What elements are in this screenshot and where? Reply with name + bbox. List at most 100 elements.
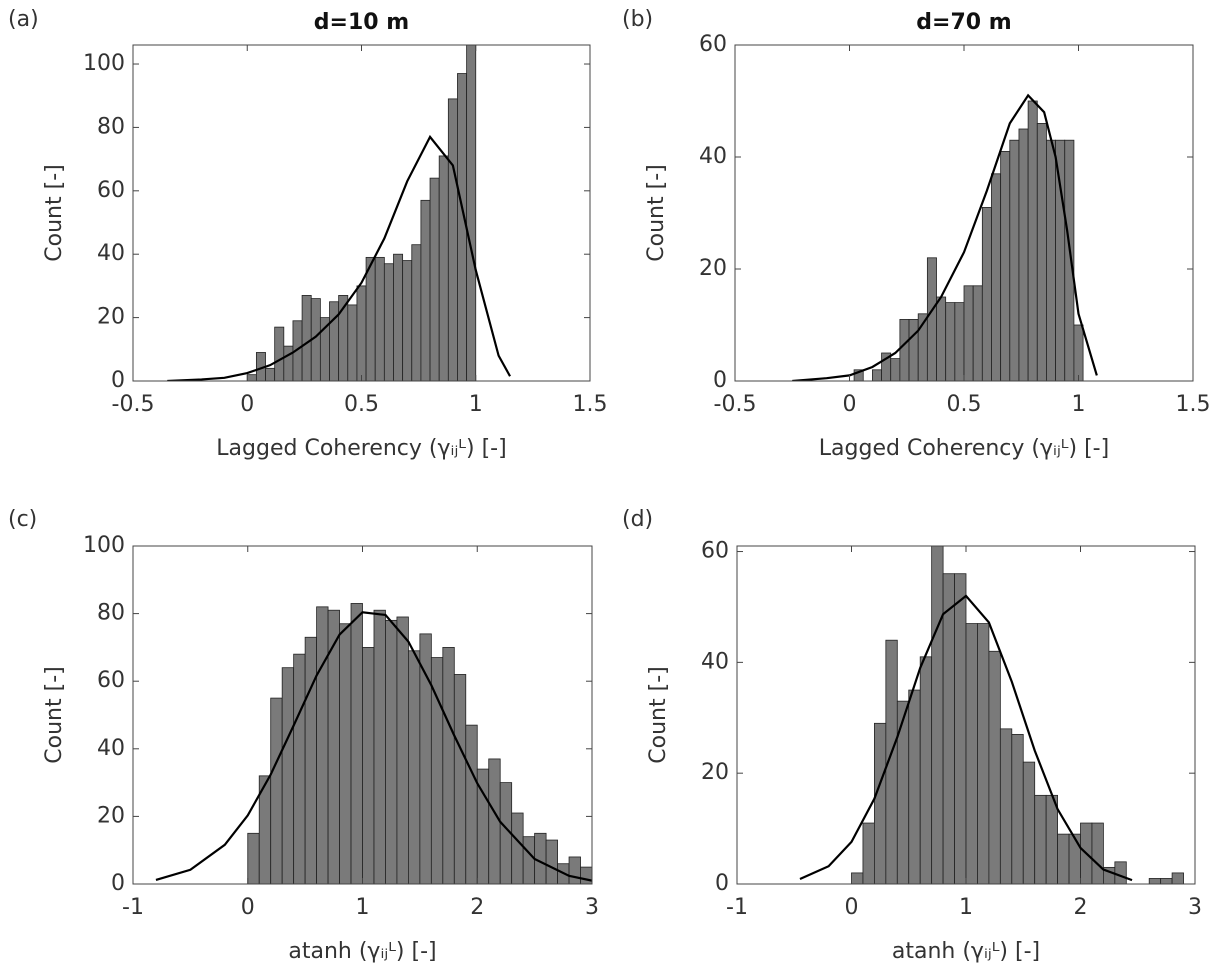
bar bbox=[329, 301, 340, 381]
x-tick-label: 1 bbox=[469, 392, 483, 417]
bar bbox=[438, 155, 449, 381]
x-tick-label: 0 bbox=[241, 895, 255, 920]
bar bbox=[945, 302, 956, 381]
bar bbox=[373, 609, 386, 884]
bar bbox=[265, 367, 276, 381]
panel-label: (b) bbox=[622, 7, 653, 32]
y-tick-label: 20 bbox=[97, 305, 125, 330]
bar bbox=[1055, 139, 1066, 381]
x-tick-label: 1.5 bbox=[573, 392, 608, 417]
bar bbox=[247, 832, 260, 884]
bar bbox=[936, 296, 947, 381]
panel-title: d=10 m bbox=[314, 10, 409, 35]
bar bbox=[977, 623, 990, 884]
panel-label: (c) bbox=[8, 507, 37, 532]
x-tick-label: 0 bbox=[843, 392, 857, 417]
bar bbox=[274, 326, 285, 381]
y-tick-label: 0 bbox=[111, 871, 125, 896]
bar bbox=[396, 616, 409, 884]
bar bbox=[981, 206, 992, 381]
x-axis-label: Lagged Coherency (γᵢⱼᴸ) [-] bbox=[819, 436, 1109, 461]
bar bbox=[442, 647, 455, 884]
bar bbox=[1091, 822, 1104, 884]
y-tick-label: 20 bbox=[701, 760, 729, 785]
y-axis-label: Count [-] bbox=[42, 164, 67, 261]
bar bbox=[999, 728, 1013, 884]
x-tick-label: 0.5 bbox=[344, 392, 379, 417]
panel-label: (d) bbox=[622, 507, 653, 532]
bar bbox=[1022, 761, 1036, 884]
plot-area bbox=[155, 603, 592, 884]
y-tick-label: 100 bbox=[83, 51, 125, 76]
bar bbox=[919, 656, 933, 884]
bar bbox=[362, 647, 375, 884]
bar bbox=[851, 872, 864, 884]
bar bbox=[988, 650, 1001, 884]
bar bbox=[411, 244, 422, 381]
bar bbox=[281, 667, 295, 884]
fit-curve bbox=[799, 594, 1133, 882]
bar bbox=[1045, 794, 1059, 884]
bar bbox=[872, 369, 882, 381]
bar bbox=[429, 177, 440, 381]
bar bbox=[420, 199, 431, 381]
bar bbox=[374, 256, 385, 381]
x-tick-label: 1.5 bbox=[1176, 392, 1211, 417]
bar bbox=[1027, 100, 1038, 381]
x-axis-label: atanh (γᵢⱼᴸ) [-] bbox=[892, 939, 1040, 964]
bar bbox=[246, 374, 257, 381]
bar bbox=[942, 573, 955, 884]
bar bbox=[488, 758, 501, 884]
x-tick-label: 2 bbox=[470, 895, 484, 920]
bar bbox=[1018, 128, 1029, 381]
bar bbox=[874, 722, 887, 884]
bar bbox=[1046, 139, 1056, 381]
y-tick-label: 20 bbox=[97, 803, 125, 828]
y-tick-label: 60 bbox=[97, 668, 125, 693]
bar bbox=[1068, 833, 1081, 884]
bar bbox=[453, 674, 467, 884]
y-tick-label: 80 bbox=[97, 114, 125, 139]
y-tick-label: 100 bbox=[83, 533, 125, 558]
bar bbox=[1171, 872, 1184, 884]
bar bbox=[1009, 139, 1020, 381]
bar bbox=[522, 836, 536, 884]
bar bbox=[365, 256, 376, 381]
plot-area bbox=[167, 45, 511, 381]
y-tick-label: 80 bbox=[97, 601, 125, 626]
x-tick-label: -0.5 bbox=[714, 392, 757, 417]
y-tick-label: 60 bbox=[701, 539, 729, 564]
bar bbox=[350, 603, 363, 884]
x-tick-label: 1 bbox=[1072, 392, 1086, 417]
y-tick-label: 0 bbox=[111, 368, 125, 393]
bar bbox=[954, 573, 967, 884]
x-tick-label: 0.5 bbox=[947, 392, 982, 417]
bar bbox=[293, 653, 306, 884]
x-axis-label: atanh (γᵢⱼᴸ) [-] bbox=[288, 939, 436, 964]
bar bbox=[908, 318, 919, 381]
bar bbox=[465, 724, 478, 884]
bar bbox=[963, 285, 974, 381]
bar bbox=[926, 257, 937, 381]
y-tick-label: 60 bbox=[699, 32, 727, 57]
y-tick-label: 20 bbox=[699, 256, 727, 281]
x-tick-label: 0 bbox=[845, 895, 859, 920]
bar bbox=[419, 633, 432, 884]
bar bbox=[347, 304, 358, 381]
bar bbox=[402, 260, 413, 381]
y-tick-label: 40 bbox=[97, 736, 125, 761]
bar bbox=[466, 45, 477, 381]
y-tick-label: 40 bbox=[97, 241, 125, 266]
y-axis-label: Count [-] bbox=[646, 666, 671, 763]
bar bbox=[304, 636, 318, 884]
bar bbox=[1148, 878, 1162, 884]
y-axis-label: Count [-] bbox=[644, 164, 669, 261]
bar bbox=[580, 866, 592, 884]
y-tick-label: 60 bbox=[97, 178, 125, 203]
fit-curve bbox=[792, 93, 1098, 381]
x-tick-label: 1 bbox=[959, 895, 973, 920]
panel-title: d=70 m bbox=[916, 10, 1011, 35]
x-tick-label: -1 bbox=[726, 895, 748, 920]
x-tick-label: 1 bbox=[356, 895, 370, 920]
y-tick-label: 0 bbox=[713, 368, 727, 393]
